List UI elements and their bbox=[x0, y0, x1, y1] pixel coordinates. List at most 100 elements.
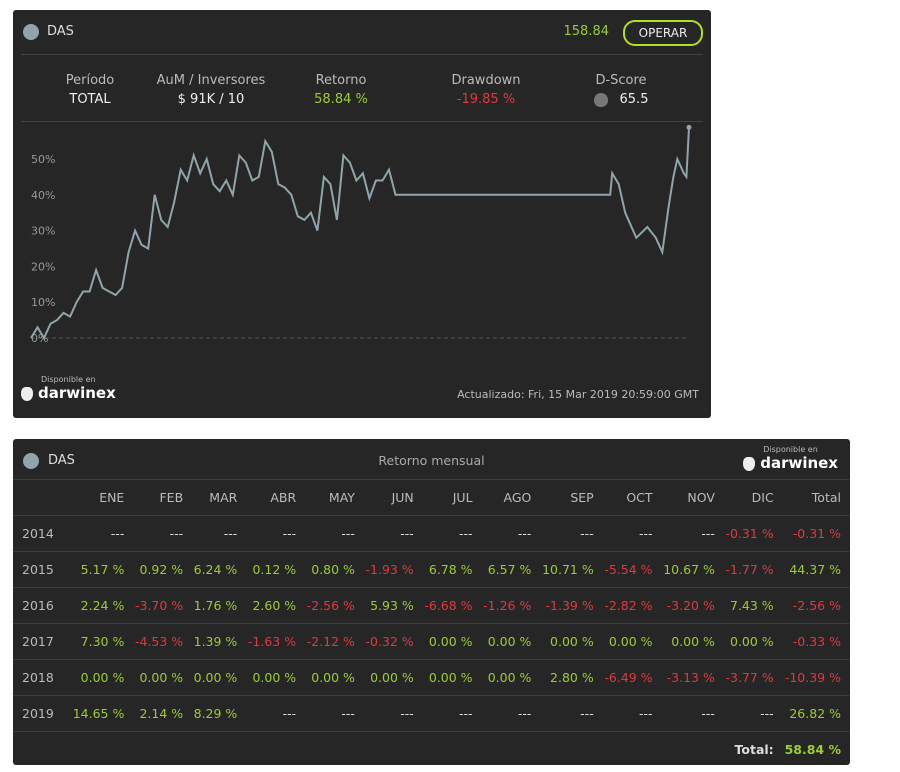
stat-value: TOTAL bbox=[25, 92, 155, 107]
value-cell: -1.39 % bbox=[540, 587, 603, 624]
col-header: JUL bbox=[422, 479, 482, 516]
value-cell: 6.24 % bbox=[192, 551, 247, 588]
value-cell: 0.00 % bbox=[363, 659, 423, 696]
return-chart[interactable]: 0% 10% 20% 30% 40% 50% bbox=[13, 122, 711, 372]
operar-button[interactable]: OPERAR bbox=[623, 20, 703, 46]
stat-4: D-Score 65.5 bbox=[556, 73, 686, 107]
y-tick-label: 50% bbox=[31, 153, 55, 166]
value-cell: 0.00 % bbox=[192, 659, 247, 696]
year-cell: 2019 bbox=[13, 695, 71, 732]
value-cell: --- bbox=[305, 515, 364, 552]
y-tick-label: 0% bbox=[31, 332, 48, 345]
value-cell: --- bbox=[481, 515, 541, 552]
stat-3: Drawdown -19.85 % bbox=[421, 73, 551, 107]
value-cell: -0.32 % bbox=[363, 623, 423, 660]
value-cell: -0.31 % bbox=[782, 515, 850, 552]
value-cell: 2.24 % bbox=[71, 587, 134, 624]
table-row: 2016 2.24 % -3.70 % 1.76 % 2.60 % -2.56 % 5.93… bbox=[13, 587, 850, 624]
stat-value-text: $ 91K / 10 bbox=[177, 92, 245, 107]
year-cell: 2014 bbox=[13, 515, 71, 552]
value-cell: --- bbox=[540, 695, 603, 732]
value-cell: --- bbox=[661, 695, 724, 732]
value-cell: 0.00 % bbox=[661, 623, 724, 660]
col-header: MAR bbox=[192, 479, 247, 516]
value-cell: 1.76 % bbox=[192, 587, 247, 624]
total-value: 58.84 % bbox=[782, 731, 850, 767]
value-cell: 0.00 % bbox=[422, 659, 482, 696]
col-header: MAY bbox=[305, 479, 364, 516]
value-cell: --- bbox=[133, 515, 193, 552]
stat-value-text: TOTAL bbox=[69, 92, 111, 107]
darwinex-logo[interactable]: Disponible en darwinex bbox=[21, 375, 116, 402]
col-header: FEB bbox=[133, 479, 193, 516]
value-cell: -10.39 % bbox=[782, 659, 850, 696]
stat-label: Período bbox=[65, 73, 115, 88]
stats-row: Período TOTAL AuM / Inversores $ 91K / 10 Re… bbox=[21, 55, 703, 122]
last-point[interactable] bbox=[686, 124, 692, 130]
value-cell: --- bbox=[192, 515, 247, 552]
table-row: 2017 7.30 % -4.53 % 1.39 % -1.63 % -2.12 % -0.… bbox=[13, 623, 850, 660]
darwin-color-dot bbox=[23, 24, 39, 40]
value-cell: 26.82 % bbox=[782, 695, 850, 732]
value-cell: 0.00 % bbox=[723, 623, 783, 660]
stat-value: $ 91K / 10 bbox=[146, 92, 276, 107]
value-cell: -0.31 % bbox=[723, 515, 783, 552]
brand-small: Disponible en bbox=[763, 445, 818, 454]
return-series-line bbox=[30, 127, 690, 341]
value-cell: -2.82 % bbox=[602, 587, 662, 624]
col-header: DIC bbox=[723, 479, 783, 516]
stat-value: -19.85 % bbox=[421, 92, 551, 107]
value-cell: --- bbox=[305, 695, 364, 732]
stat-value-text: -19.85 % bbox=[456, 92, 516, 107]
value-cell: 2.60 % bbox=[246, 587, 306, 624]
value-cell: -2.56 % bbox=[305, 587, 364, 624]
value-cell: -2.56 % bbox=[782, 587, 850, 624]
col-header: Total bbox=[782, 479, 850, 516]
value-cell: -5.54 % bbox=[602, 551, 662, 588]
value-cell: -6.68 % bbox=[422, 587, 482, 624]
col-header: NOV bbox=[661, 479, 724, 516]
value-cell: 5.17 % bbox=[71, 551, 134, 588]
darwinex-logo[interactable]: Disponible en darwinex bbox=[743, 445, 838, 472]
y-tick-label: 40% bbox=[31, 189, 55, 202]
col-header: AGO bbox=[481, 479, 541, 516]
total-label: Total: bbox=[13, 731, 783, 767]
value-cell: --- bbox=[540, 515, 603, 552]
value-cell: --- bbox=[422, 695, 482, 732]
stat-label: Drawdown bbox=[451, 73, 521, 88]
owl-icon bbox=[21, 386, 33, 401]
value-cell: 6.78 % bbox=[422, 551, 482, 588]
value-cell: --- bbox=[246, 515, 306, 552]
value-cell: 1.39 % bbox=[192, 623, 247, 660]
stat-value: 58.84 % bbox=[276, 92, 406, 107]
value-cell: 0.80 % bbox=[305, 551, 364, 588]
value-cell: 7.30 % bbox=[71, 623, 134, 660]
value-cell: 0.00 % bbox=[602, 623, 662, 660]
value-cell: --- bbox=[661, 515, 724, 552]
darwin-name[interactable]: DAS bbox=[47, 24, 74, 39]
updated-timestamp: Actualizado: Fri, 15 Mar 2019 20:59:00 G… bbox=[457, 388, 699, 401]
value-cell: 0.00 % bbox=[540, 623, 603, 660]
monthly-return-card: DAS Retorno mensual Disponible en darwin… bbox=[13, 439, 850, 767]
brand-name: darwinex bbox=[38, 384, 116, 402]
value-cell: 0.00 % bbox=[422, 623, 482, 660]
value-cell: 10.71 % bbox=[540, 551, 603, 588]
table-row: 2018 0.00 % 0.00 % 0.00 % 0.00 % 0.00 % 0.00 %… bbox=[13, 659, 850, 696]
brand-small: Disponible en bbox=[41, 375, 96, 384]
table-row: 2015 5.17 % 0.92 % 6.24 % 0.12 % 0.80 % -1.93 … bbox=[13, 551, 850, 588]
col-header: SEP bbox=[540, 479, 603, 516]
value-cell: 8.29 % bbox=[192, 695, 247, 732]
value-cell: -2.12 % bbox=[305, 623, 364, 660]
year-cell: 2017 bbox=[13, 623, 71, 660]
value-cell: 2.14 % bbox=[133, 695, 193, 732]
total-row: Total: 58.84 % bbox=[13, 731, 850, 767]
year-cell: 2015 bbox=[13, 551, 71, 588]
value-cell: 0.00 % bbox=[71, 659, 134, 696]
stat-value-text: 58.84 % bbox=[314, 92, 368, 107]
value-cell: -1.93 % bbox=[363, 551, 423, 588]
value-cell: 0.00 % bbox=[481, 659, 541, 696]
value-cell: --- bbox=[363, 695, 423, 732]
stat-label: Retorno bbox=[315, 73, 367, 88]
col-header: OCT bbox=[602, 479, 662, 516]
y-tick-label: 20% bbox=[31, 260, 55, 273]
